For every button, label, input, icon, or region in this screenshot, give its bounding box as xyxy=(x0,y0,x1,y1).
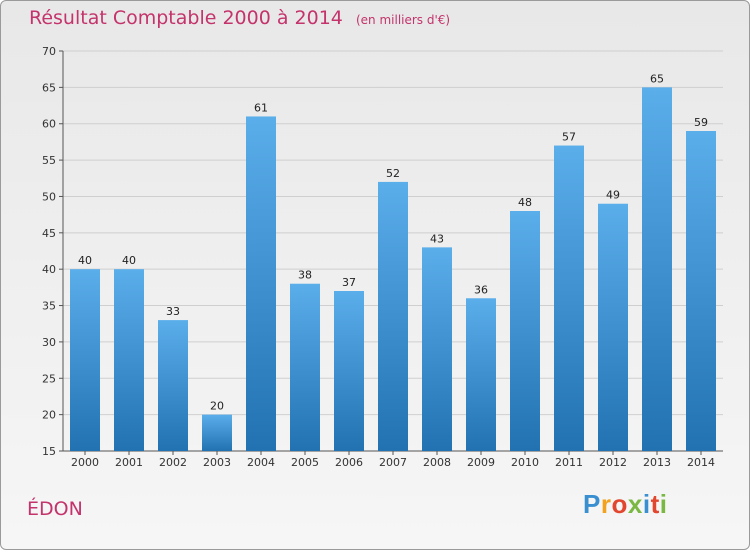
brand-logo: Proxiti xyxy=(583,489,667,520)
x-tick-label: 2009 xyxy=(467,456,495,469)
y-tick-label: 40 xyxy=(42,263,56,276)
x-tick-label: 2013 xyxy=(643,456,671,469)
x-tick-label: 2004 xyxy=(247,456,275,469)
location-name: ÉDON xyxy=(27,498,83,520)
data-label: 43 xyxy=(430,232,444,245)
brand-letter: i xyxy=(659,489,668,519)
data-label: 65 xyxy=(650,72,664,85)
brand-letter: x xyxy=(627,489,643,519)
bar xyxy=(202,414,232,451)
y-tick-label: 60 xyxy=(42,118,56,131)
x-tick-label: 2008 xyxy=(423,456,451,469)
data-label: 61 xyxy=(254,101,268,114)
x-tick-label: 2001 xyxy=(115,456,143,469)
bar xyxy=(378,181,408,451)
bar xyxy=(158,320,188,451)
bar xyxy=(290,283,320,451)
data-label: 38 xyxy=(298,269,312,282)
data-label: 52 xyxy=(386,167,400,180)
x-tick-label: 2011 xyxy=(555,456,583,469)
x-tick-label: 2002 xyxy=(159,456,187,469)
bar xyxy=(70,269,100,451)
data-label: 40 xyxy=(78,254,92,267)
x-tick-label: 2014 xyxy=(687,456,715,469)
bar xyxy=(686,131,716,451)
chart-title: Résultat Comptable 2000 à 2014 xyxy=(29,7,343,29)
y-tick-label: 50 xyxy=(42,190,56,203)
y-tick-label: 35 xyxy=(42,300,56,313)
y-tick-label: 20 xyxy=(42,409,56,422)
bar xyxy=(642,87,672,451)
bar xyxy=(334,291,364,451)
y-tick-label: 30 xyxy=(42,336,56,349)
data-label: 36 xyxy=(474,283,488,296)
data-label: 48 xyxy=(518,196,532,209)
chart-unit: (en milliers d'€) xyxy=(355,13,451,27)
bar xyxy=(114,269,144,451)
brand-letter: o xyxy=(611,489,628,519)
brand-letter: P xyxy=(583,489,601,519)
data-label: 33 xyxy=(166,305,180,318)
x-tick-label: 2006 xyxy=(335,456,363,469)
data-label: 37 xyxy=(342,276,356,289)
data-label: 49 xyxy=(606,189,620,202)
y-tick-label: 70 xyxy=(42,45,56,58)
bar xyxy=(246,116,276,452)
data-label: 59 xyxy=(694,116,708,129)
brand-letter: r xyxy=(600,489,612,519)
y-tick-label: 65 xyxy=(42,81,56,94)
x-tick-label: 2000 xyxy=(71,456,99,469)
data-label: 57 xyxy=(562,131,576,144)
x-tick-label: 2012 xyxy=(599,456,627,469)
x-tick-label: 2005 xyxy=(291,456,319,469)
x-tick-label: 2010 xyxy=(511,456,539,469)
x-tick-label: 2003 xyxy=(203,456,231,469)
bar xyxy=(422,247,452,451)
bar xyxy=(554,145,584,451)
y-tick-label: 45 xyxy=(42,227,56,240)
bar xyxy=(598,203,628,451)
data-label: 40 xyxy=(122,254,136,267)
y-tick-label: 55 xyxy=(42,154,56,167)
brand-letter: t xyxy=(650,489,660,519)
x-tick-label: 2007 xyxy=(379,456,407,469)
brand-letter: i xyxy=(642,489,651,519)
chart-title-line: Résultat Comptable 2000 à 2014 (en milli… xyxy=(29,7,450,29)
bar xyxy=(466,298,496,451)
y-tick-label: 25 xyxy=(42,372,56,385)
data-label: 20 xyxy=(210,400,224,413)
y-tick-label: 15 xyxy=(42,445,56,458)
bar xyxy=(510,211,540,451)
